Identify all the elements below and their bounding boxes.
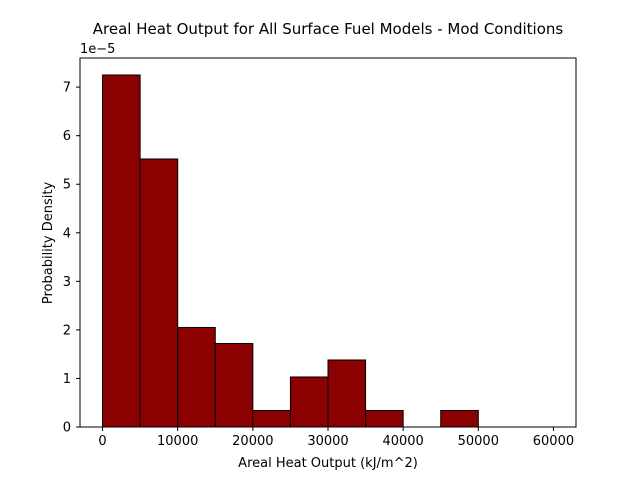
y-axis-ticks: 0 1 2 3 4 5 6 7 bbox=[63, 81, 80, 436]
bars-group bbox=[102, 74, 479, 428]
x-tick-label: 20000 bbox=[232, 434, 273, 449]
histogram-bar bbox=[365, 409, 404, 428]
histogram-bar bbox=[440, 409, 479, 428]
y-tick-label: 7 bbox=[63, 81, 71, 96]
x-tick-label: 50000 bbox=[458, 434, 499, 449]
x-axis-label: Areal Heat Output (kJ/m^2) bbox=[238, 456, 418, 471]
x-tick-label: 60000 bbox=[533, 434, 574, 449]
histogram-bar bbox=[289, 376, 329, 428]
histogram-bar bbox=[327, 359, 367, 428]
histogram-bar bbox=[177, 326, 216, 428]
plot-frame bbox=[79, 57, 577, 428]
histogram-bar bbox=[139, 158, 179, 428]
x-tick-label: 10000 bbox=[157, 434, 198, 449]
y-tick-label: 6 bbox=[63, 129, 71, 144]
y-tick-label: 4 bbox=[63, 226, 71, 241]
y-tick-label: 3 bbox=[63, 275, 71, 290]
y-tick-label: 5 bbox=[63, 178, 71, 193]
y-tick-label: 2 bbox=[63, 323, 71, 338]
y-offset-label: 1e−5 bbox=[80, 42, 115, 57]
y-tick-label: 0 bbox=[63, 421, 71, 436]
chart-title: Areal Heat Output for All Surface Fuel M… bbox=[93, 20, 564, 38]
histogram-bar bbox=[252, 409, 291, 428]
histogram-bar bbox=[102, 74, 141, 428]
histogram-bar bbox=[214, 342, 254, 428]
y-tick-label: 1 bbox=[63, 372, 71, 387]
x-axis-ticks: 0 10000 20000 30000 40000 50000 60000 bbox=[98, 427, 574, 449]
x-tick-label: 40000 bbox=[382, 434, 423, 449]
y-axis-label: Probability Density bbox=[41, 182, 56, 305]
x-tick-label: 0 bbox=[98, 434, 106, 449]
x-tick-label: 30000 bbox=[307, 434, 348, 449]
